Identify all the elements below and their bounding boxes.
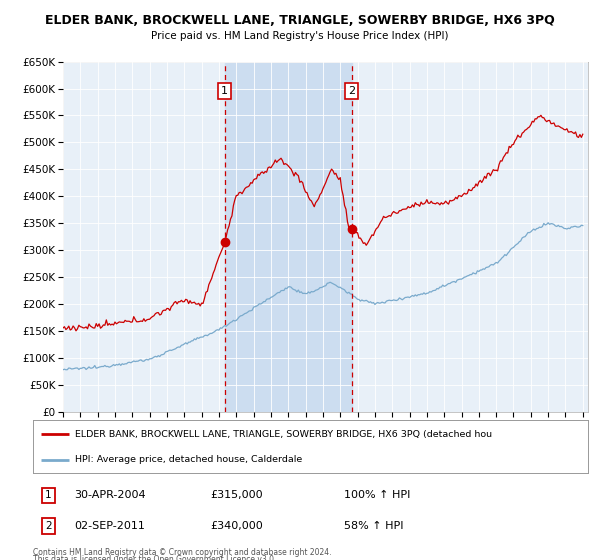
Text: 2: 2	[45, 521, 52, 531]
Text: ELDER BANK, BROCKWELL LANE, TRIANGLE, SOWERBY BRIDGE, HX6 3PQ (detached hou: ELDER BANK, BROCKWELL LANE, TRIANGLE, SO…	[74, 430, 492, 439]
Text: This data is licensed under the Open Government Licence v3.0.: This data is licensed under the Open Gov…	[33, 556, 277, 560]
Bar	[224, 62, 352, 412]
Text: £340,000: £340,000	[211, 521, 263, 531]
Text: 2: 2	[348, 86, 355, 96]
Text: 100% ↑ HPI: 100% ↑ HPI	[344, 491, 410, 501]
Text: 30-APR-2004: 30-APR-2004	[74, 491, 146, 501]
Text: 02-SEP-2011: 02-SEP-2011	[74, 521, 146, 531]
Text: 1: 1	[221, 86, 228, 96]
Text: ELDER BANK, BROCKWELL LANE, TRIANGLE, SOWERBY BRIDGE, HX6 3PQ: ELDER BANK, BROCKWELL LANE, TRIANGLE, SO…	[45, 14, 555, 27]
Text: Contains HM Land Registry data © Crown copyright and database right 2024.: Contains HM Land Registry data © Crown c…	[33, 548, 331, 557]
Text: 58% ↑ HPI: 58% ↑ HPI	[344, 521, 403, 531]
Text: Price paid vs. HM Land Registry's House Price Index (HPI): Price paid vs. HM Land Registry's House …	[151, 31, 449, 41]
Text: 1: 1	[45, 491, 52, 501]
Text: £315,000: £315,000	[211, 491, 263, 501]
Text: HPI: Average price, detached house, Calderdale: HPI: Average price, detached house, Cald…	[74, 455, 302, 464]
